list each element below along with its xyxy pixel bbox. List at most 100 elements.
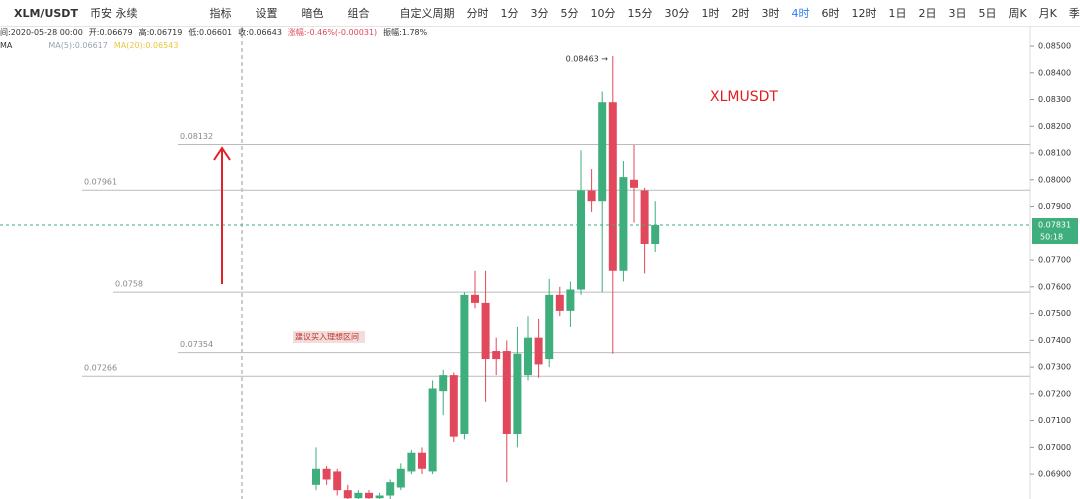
candle-body xyxy=(566,289,575,311)
candle-body xyxy=(460,294,469,434)
candle-body xyxy=(449,375,458,437)
ma20: MA(20):0.06543 xyxy=(113,41,179,50)
candle-body xyxy=(534,337,543,365)
level-label: 0.07961 xyxy=(84,178,117,187)
low: 低:0.06601 xyxy=(188,28,233,37)
period[interactable]: 6时 xyxy=(821,7,840,20)
candle-body xyxy=(524,337,532,376)
periods: 分时 1分 3分 5分 10分 15分 30分 1时 2时 3时 4时 6时 12时 1日 2日 3日 5日 周K… xyxy=(460,5,1080,21)
candle-body xyxy=(365,492,373,499)
toolbar-button[interactable]: 指标 xyxy=(209,7,232,20)
buttons: 指标 设置 暗色 组合 xyxy=(203,5,387,21)
candle-body xyxy=(439,375,448,392)
candle-body xyxy=(577,190,585,290)
symbol[interactable]: XLM/USDT xyxy=(14,6,78,20)
y-tick-label: 0.07500 xyxy=(1038,309,1071,318)
period[interactable]: 1日 xyxy=(888,7,907,20)
candle-body xyxy=(555,294,564,311)
zone-box xyxy=(293,331,365,343)
level-label: 0.08132 xyxy=(180,132,213,141)
candle-body xyxy=(428,388,437,472)
candle-body xyxy=(608,102,617,271)
zone-label: 建议买入理想区间 xyxy=(295,332,359,342)
period[interactable]: 1分 xyxy=(500,7,519,20)
period[interactable]: 周K xyxy=(1008,7,1027,20)
period[interactable]: 10分 xyxy=(590,7,616,20)
candle-body xyxy=(471,294,479,303)
arrow-head xyxy=(213,146,231,161)
period[interactable]: 分时 xyxy=(466,7,489,20)
y-tick-label: 0.07600 xyxy=(1038,282,1071,291)
candle-body xyxy=(513,353,522,434)
period[interactable]: 4时 xyxy=(791,7,810,20)
amplitude: 振幅:1.78% xyxy=(383,28,428,37)
candle-body xyxy=(312,468,320,485)
change: 涨幅:-0.46%(-0.00031) xyxy=(287,28,378,37)
candle-body xyxy=(418,452,426,469)
ma-label: MA xyxy=(0,41,13,50)
y-tick-label: 0.07400 xyxy=(1038,336,1071,345)
y-tick-label: 0.07000 xyxy=(1038,443,1071,452)
custom-period[interactable]: 自定义周期 xyxy=(399,7,455,20)
last-price-box xyxy=(1032,218,1078,245)
period[interactable]: 3分 xyxy=(530,7,549,20)
candle-body xyxy=(587,190,596,202)
toolbar-button[interactable]: 设置 xyxy=(255,7,278,20)
period[interactable]: 3日 xyxy=(948,7,967,20)
close: 收:0.06643 xyxy=(238,28,282,37)
candle-body xyxy=(375,495,384,499)
y-tick-label: 0.07900 xyxy=(1038,202,1071,211)
candle-body xyxy=(481,302,490,360)
timer: 50:18 xyxy=(1040,233,1063,242)
candle-body xyxy=(333,471,342,491)
high: 高:0.06719 xyxy=(138,28,183,37)
y-tick-label: 0.08300 xyxy=(1038,95,1071,104)
candle-body xyxy=(598,102,607,202)
y-tick-label: 0.07100 xyxy=(1038,416,1071,425)
candle-body xyxy=(640,190,649,245)
candle-body xyxy=(545,294,554,360)
period[interactable]: 2日 xyxy=(918,7,937,20)
candle-body xyxy=(386,482,395,496)
level-label: 0.07354 xyxy=(180,340,213,349)
candle-body xyxy=(630,179,638,188)
candle-body xyxy=(322,468,331,480)
chart-title: XLMUSDT xyxy=(710,89,778,105)
level-label: 0.07266 xyxy=(84,364,117,373)
toolbar: XLM/USDT 币安 永续 指标 设置 暗色 组合 自定义周期 分时 1分 3分 5分 10… xyxy=(0,0,1080,27)
candle-body xyxy=(343,490,352,499)
candle-body xyxy=(619,177,628,271)
y-tick-label: 0.07700 xyxy=(1038,256,1071,265)
toolbar-button[interactable]: 组合 xyxy=(347,7,370,20)
time: 间:2020-05-28 00:00 xyxy=(0,28,83,37)
period[interactable]: 月K xyxy=(1038,7,1057,20)
y-tick-label: 0.07300 xyxy=(1038,363,1071,372)
y-tick-label: 0.07200 xyxy=(1038,389,1071,398)
last-price-label: 0.07831 xyxy=(1038,221,1071,230)
exchange: 币安 永续 xyxy=(89,7,138,20)
y-tick-label: 0.08000 xyxy=(1038,175,1071,184)
toolbar-button[interactable]: 暗色 xyxy=(301,7,324,20)
y-tick-label: 0.08200 xyxy=(1038,122,1071,131)
candle-body xyxy=(354,492,363,499)
y-tick-label: 0.08500 xyxy=(1038,42,1071,51)
candle-body xyxy=(396,468,405,488)
period[interactable]: 5日 xyxy=(978,7,997,20)
candle-body xyxy=(651,225,660,245)
period[interactable]: 12时 xyxy=(851,7,877,20)
period[interactable]: 3时 xyxy=(761,7,780,20)
period[interactable]: 15分 xyxy=(627,7,653,20)
open: 开:0.06679 xyxy=(88,28,133,37)
period[interactable]: 5分 xyxy=(560,7,579,20)
y-tick-label: 0.08100 xyxy=(1038,149,1071,158)
y-tick-label: 0.06900 xyxy=(1038,470,1071,479)
info: 间:2020-05-28 00:00 开:0.06679 高:0.06719 低:0.… xyxy=(0,27,433,50)
y-tick-label: 0.08400 xyxy=(1038,68,1071,77)
candle-body xyxy=(502,351,511,434)
period[interactable]: 1时 xyxy=(701,7,720,20)
period[interactable]: 2时 xyxy=(731,7,750,20)
period[interactable]: 季K xyxy=(1068,7,1080,20)
period[interactable]: 30分 xyxy=(664,7,690,20)
